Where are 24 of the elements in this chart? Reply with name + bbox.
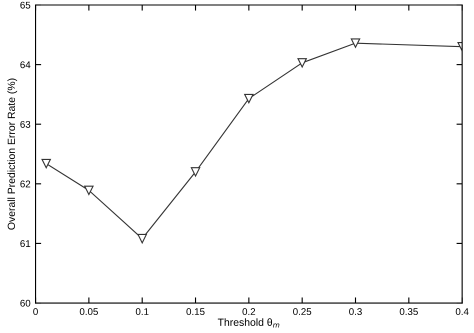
point — [84, 186, 94, 196]
x-axis-title: Threshold θ$_{m}$ — [218, 318, 280, 328]
x-tick-label: 0.3 — [349, 308, 362, 316]
x-tick-label: 0.15 — [186, 308, 205, 316]
x-tick-label: 0.25 — [293, 308, 312, 316]
point — [137, 234, 147, 244]
y-tick-label: 64 — [20, 61, 30, 68]
x-tick-label: 0.1 — [136, 308, 148, 316]
point — [297, 58, 307, 68]
point — [350, 38, 360, 48]
x-tick-label: 0.2 — [242, 308, 256, 316]
y-axis-title: Overall Prediction Error Rate (%) — [7, 78, 18, 230]
x-tick-label: 0.05 — [80, 308, 98, 316]
y-tick-label: 63 — [20, 120, 30, 128]
y-tick-label: 65 — [20, 2, 30, 9]
x-tick-label: 0.35 — [400, 308, 418, 316]
point — [244, 94, 254, 104]
y-tick-label: 60 — [20, 300, 30, 307]
x-tick-label: 0 — [33, 308, 38, 316]
x-tick-label: 0.4 — [456, 308, 469, 316]
y-tick-label: 62 — [20, 180, 30, 188]
point — [190, 167, 200, 177]
point — [41, 158, 51, 168]
y-tick-label: 61 — [20, 240, 30, 248]
